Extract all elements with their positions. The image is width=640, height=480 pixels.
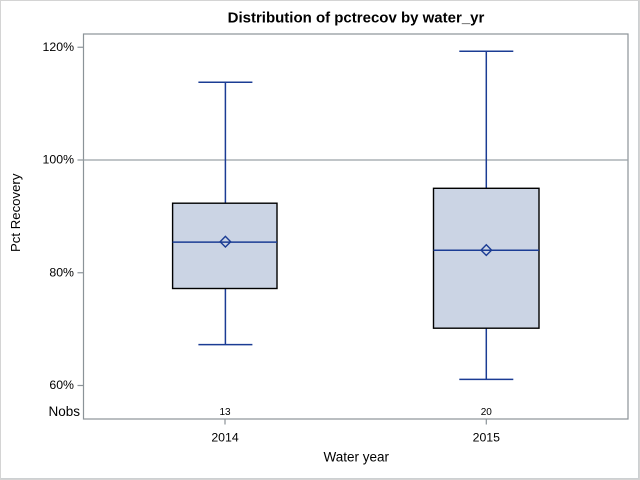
svg-text:100%: 100% [43, 153, 75, 167]
svg-text:2015: 2015 [473, 430, 501, 444]
svg-text:Distribution of pctrecov by wa: Distribution of pctrecov by water_yr [228, 10, 485, 27]
svg-text:80%: 80% [49, 265, 74, 279]
svg-text:Nobs: Nobs [48, 404, 80, 419]
svg-text:60%: 60% [49, 378, 74, 392]
svg-text:Pct Recovery: Pct Recovery [8, 173, 23, 252]
svg-text:120%: 120% [43, 40, 75, 54]
svg-text:13: 13 [219, 407, 231, 418]
svg-text:20: 20 [481, 407, 493, 418]
svg-text:2014: 2014 [211, 430, 239, 444]
svg-text:Water year: Water year [324, 449, 390, 464]
